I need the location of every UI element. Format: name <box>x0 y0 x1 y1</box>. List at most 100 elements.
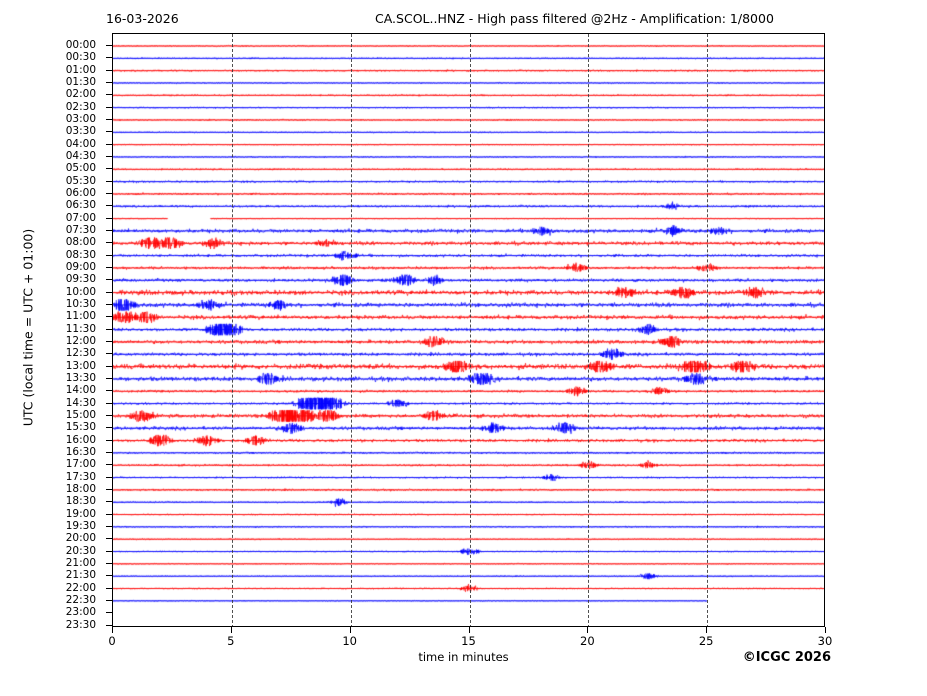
y-axis-tickmark <box>106 414 112 416</box>
x-axis-tickmark <box>468 627 470 633</box>
y-axis-tickmark <box>106 291 112 293</box>
y-axis-tick-2030: 20:30 <box>65 544 96 557</box>
y-axis-tick-1800: 18:00 <box>65 482 96 495</box>
y-axis-tick-0730: 07:30 <box>65 223 96 236</box>
y-axis-tickmark <box>106 513 112 515</box>
y-axis-tickmark <box>106 612 112 614</box>
y-axis-tickmark <box>106 94 112 96</box>
y-axis-tickmark <box>106 254 112 256</box>
vertical-gridline <box>469 34 471 626</box>
y-axis-tick-0300: 03:00 <box>65 112 96 125</box>
x-axis-tick-20: 20 <box>580 634 595 648</box>
x-axis-tickmark <box>112 627 113 633</box>
y-axis-tickmark <box>106 242 112 244</box>
y-axis-tick-0700: 07:00 <box>65 211 96 224</box>
y-axis-tick-0400: 04:00 <box>65 137 96 150</box>
y-axis-tick-1300: 13:00 <box>65 359 96 372</box>
y-axis-tickmark <box>106 57 112 59</box>
x-axis-tickmark <box>349 627 351 633</box>
x-axis-tickmark <box>587 627 589 633</box>
y-axis-tickmark <box>106 279 112 281</box>
x-axis-tickmark <box>706 627 708 633</box>
y-axis-tick-0000: 00:00 <box>65 39 96 51</box>
x-axis-tick-15: 15 <box>461 634 476 648</box>
y-axis-tick-0330: 03:30 <box>65 125 96 138</box>
y-axis-tickmark <box>106 562 112 564</box>
y-axis-tickmark <box>106 550 112 552</box>
y-axis-tick-0900: 09:00 <box>65 260 96 273</box>
y-axis-tickmark <box>106 316 112 318</box>
y-axis-tickmark <box>106 81 112 83</box>
y-axis-tickmark <box>106 402 112 404</box>
y-axis-tick-1700: 17:00 <box>65 458 96 471</box>
y-axis-tick-1330: 13:30 <box>65 371 96 384</box>
y-axis-tickmark <box>106 427 112 429</box>
y-axis-tickmark <box>106 168 112 170</box>
y-axis-tick-1200: 12:00 <box>65 334 96 347</box>
y-axis-tickmark <box>106 476 112 478</box>
y-axis-tick-1500: 15:00 <box>65 408 96 421</box>
y-axis-tick-2000: 20:00 <box>65 532 96 545</box>
x-axis-tick-10: 10 <box>342 634 357 648</box>
x-axis-title: time in minutes <box>418 650 509 664</box>
y-axis-tickmark <box>106 69 112 71</box>
y-axis-tick-0230: 02:30 <box>65 100 96 113</box>
y-axis-tick-0130: 01:30 <box>65 75 96 88</box>
x-axis-tick-30: 30 <box>817 634 833 648</box>
seismic-traces-canvas <box>113 34 824 626</box>
y-axis-tick-1100: 11:00 <box>65 310 96 323</box>
vertical-gridline <box>588 34 590 626</box>
y-axis-tickmark <box>106 390 112 392</box>
vertical-gridline <box>707 34 709 626</box>
y-axis-tickmark <box>106 464 112 466</box>
x-axis-tick-0: 0 <box>108 634 116 648</box>
y-axis-tick-2330: 23:30 <box>65 618 96 631</box>
y-axis-tick-0800: 08:00 <box>65 236 96 249</box>
y-axis-tick-1400: 14:00 <box>65 384 96 397</box>
y-axis-tickmark <box>106 340 112 342</box>
helicorder-plot-area[interactable] <box>112 33 825 627</box>
y-axis-tick-0830: 08:30 <box>65 248 96 261</box>
y-axis-tickmark <box>106 624 112 626</box>
y-axis-tick-0930: 09:30 <box>65 273 96 286</box>
y-axis-tickmark <box>106 143 112 145</box>
y-axis-tick-0200: 02:00 <box>65 88 96 101</box>
y-axis-tickmark <box>106 303 112 305</box>
y-axis-tick-1000: 10:00 <box>65 285 96 298</box>
y-axis-tickmark <box>106 439 112 441</box>
y-axis-tickmark <box>106 205 112 207</box>
y-axis-tickmark <box>106 45 112 46</box>
y-axis-tick-1430: 14:30 <box>65 396 96 409</box>
y-axis-tick-0530: 05:30 <box>65 174 96 187</box>
y-axis-tick-0600: 06:00 <box>65 186 96 199</box>
y-axis-tick-1030: 10:30 <box>65 297 96 310</box>
y-axis-tickmark <box>106 155 112 157</box>
y-axis-tick-2230: 22:30 <box>65 593 96 606</box>
y-axis-title: UTC (local time = UTC + 01:00) <box>20 228 36 427</box>
y-axis-tickmark <box>106 180 112 182</box>
y-axis-tick-labels: 00:00 00:30 01:00 01:30 02:00 02:30 03:00 03:30… <box>0 0 104 696</box>
y-axis-tickmark <box>106 365 112 367</box>
y-axis-tick-1130: 11:30 <box>65 322 96 335</box>
y-axis-tick-0500: 05:00 <box>65 162 96 175</box>
x-axis-tickmark <box>825 627 826 633</box>
y-axis-tick-1730: 17:30 <box>65 470 96 483</box>
vertical-gridline <box>350 34 352 626</box>
y-axis-tick-2200: 22:00 <box>65 581 96 594</box>
y-axis-tickmark <box>106 266 112 268</box>
y-axis-tick-1830: 18:30 <box>65 495 96 508</box>
y-axis-tickmark <box>106 217 112 219</box>
y-axis-tick-1600: 16:00 <box>65 433 96 446</box>
copyright-notice: ©ICGC 2026 <box>742 650 831 665</box>
y-axis-tickmark <box>106 106 112 108</box>
y-axis-tick-0100: 01:00 <box>65 63 96 76</box>
y-axis-tick-2130: 21:30 <box>65 569 96 582</box>
y-axis-tickmark <box>106 587 112 589</box>
y-axis-tickmark <box>106 599 112 601</box>
y-axis-tickmark <box>106 538 112 540</box>
y-axis-tick-0030: 00:30 <box>65 51 96 64</box>
x-axis-tick-25: 25 <box>698 634 714 648</box>
y-axis-tickmark <box>106 229 112 231</box>
y-axis-tick-1230: 12:30 <box>65 347 96 360</box>
y-axis-tickmark <box>106 131 112 133</box>
